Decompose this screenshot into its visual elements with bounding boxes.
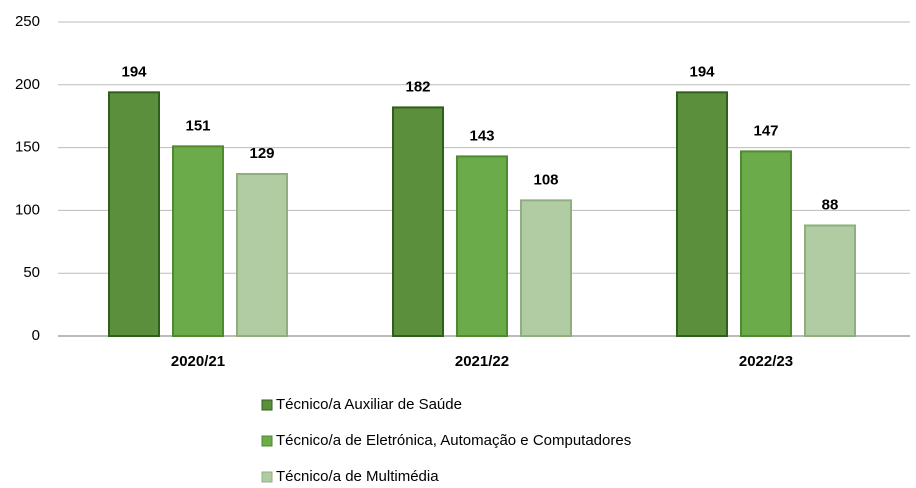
data-label: 129 xyxy=(249,145,274,162)
legend-label: Técnico/a de Multimédia xyxy=(276,468,439,485)
y-tick-label: 50 xyxy=(23,264,40,281)
legend-label: Técnico/a Auxiliar de Saúde xyxy=(276,396,462,413)
y-tick-label: 100 xyxy=(15,201,40,218)
bar xyxy=(392,106,444,337)
y-tick-label: 150 xyxy=(15,139,40,156)
x-tick-label: 2021/22 xyxy=(455,353,509,370)
y-tick-label: 250 xyxy=(15,13,40,30)
bar xyxy=(236,172,288,337)
bar xyxy=(804,224,856,337)
y-tick-label: 0 xyxy=(32,327,40,344)
data-label: 147 xyxy=(753,122,778,139)
y-tick-label: 200 xyxy=(15,76,40,93)
data-label: 194 xyxy=(121,63,147,80)
data-label: 182 xyxy=(405,78,430,95)
legend-swatch xyxy=(261,471,273,483)
data-label: 143 xyxy=(469,127,494,144)
bar xyxy=(520,199,572,337)
bar xyxy=(108,91,160,337)
bar xyxy=(456,155,508,337)
data-label: 88 xyxy=(822,196,839,213)
bar xyxy=(172,145,224,337)
data-label: 194 xyxy=(689,63,715,80)
bar xyxy=(740,150,792,337)
legend-swatch xyxy=(261,399,273,411)
x-tick-label: 2022/23 xyxy=(739,353,793,370)
x-tick-label: 2020/21 xyxy=(171,353,225,370)
legend-label: Técnico/a de Eletrónica, Automação e Com… xyxy=(276,432,631,449)
data-label: 151 xyxy=(185,117,210,134)
bar xyxy=(676,91,728,337)
data-label: 108 xyxy=(533,171,558,188)
legend-swatch xyxy=(261,435,273,447)
